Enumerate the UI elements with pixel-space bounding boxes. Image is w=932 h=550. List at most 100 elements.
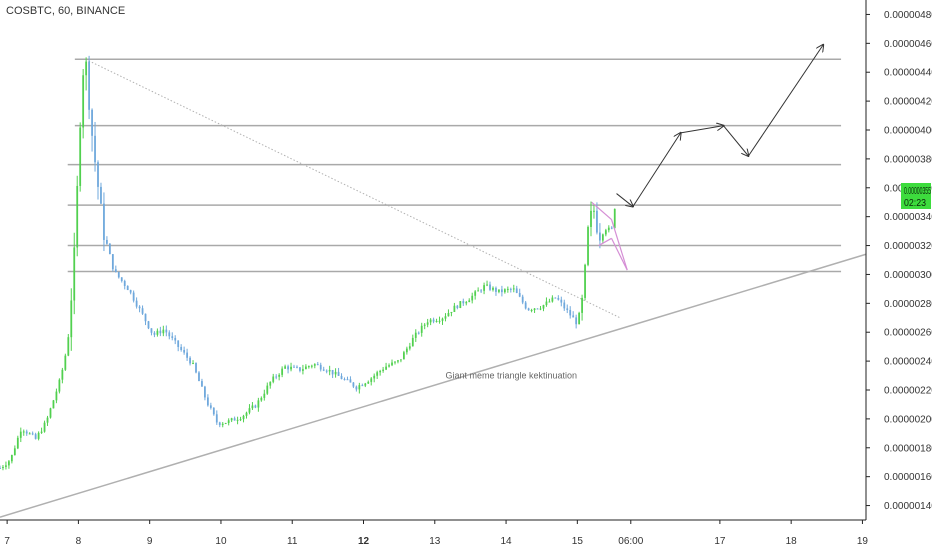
candle-up — [539, 308, 542, 310]
candle-up — [551, 297, 554, 302]
candle-down — [180, 346, 183, 350]
candle-up — [82, 75, 85, 128]
time-axis[interactable]: 7 8 9 10 11 12 13 14 15 06:00 17 18 19 — [0, 519, 868, 547]
candle-up — [251, 405, 254, 409]
candle-up — [224, 422, 227, 424]
ascending-trendline[interactable] — [0, 253, 867, 518]
projection-arrow[interactable] — [680, 126, 724, 134]
candle-up — [2, 466, 4, 469]
candle-down — [106, 239, 108, 244]
candle-down — [500, 289, 503, 293]
candle-up — [266, 385, 269, 394]
candle-down — [509, 288, 512, 290]
candle-down — [171, 336, 174, 338]
candle-up — [284, 366, 287, 369]
time-tick-label: 06:00 — [618, 536, 643, 547]
candle-down — [114, 269, 117, 273]
price-tick-label: 0.00000240 — [884, 357, 932, 368]
candle-down — [132, 292, 135, 301]
candle-up — [162, 329, 165, 334]
candle-up — [367, 381, 370, 384]
candle-up — [447, 313, 450, 317]
candle-up — [46, 417, 49, 423]
candle-up — [593, 210, 595, 212]
price-tick-label: 0.00000380 — [884, 154, 932, 165]
candle-up — [328, 369, 331, 372]
candle-up — [43, 422, 46, 432]
candle-down — [150, 328, 153, 333]
candle-up — [391, 362, 393, 366]
bar-countdown: 02:23 — [904, 198, 926, 209]
candle-down — [100, 186, 102, 204]
candle-up — [444, 316, 447, 319]
candle-up — [58, 379, 61, 392]
candle-up — [533, 308, 536, 310]
candle-up — [260, 397, 263, 401]
candle-up — [230, 418, 233, 421]
price-tick-label: 0.00000320 — [884, 241, 932, 252]
candle-up — [370, 378, 373, 382]
descending-trendline[interactable] — [85, 58, 621, 319]
candle-up — [22, 431, 25, 433]
candle-down — [610, 227, 613, 229]
flag-pattern-line[interactable] — [598, 237, 612, 247]
candle-up — [236, 419, 239, 421]
candle-up — [435, 320, 438, 322]
candle-down — [536, 308, 539, 310]
candle-up — [61, 369, 64, 380]
candle-up — [512, 288, 515, 290]
price-tick-label: 0.00000300 — [884, 270, 932, 281]
candle-down — [432, 319, 435, 322]
projection-arrow[interactable] — [723, 125, 748, 156]
candle-up — [79, 127, 82, 186]
time-tick-label: 11 — [287, 536, 298, 547]
candle-up — [581, 297, 583, 313]
candle-up — [548, 301, 551, 303]
projection-arrow[interactable] — [747, 45, 823, 157]
triangle-annotation: Giant meme triangle kektinuation — [445, 371, 577, 381]
candle-up — [28, 433, 31, 435]
plot-area — [0, 45, 867, 518]
ticker-label: COSBTC, 60, BINANCE — [4, 5, 128, 17]
candle-down — [343, 379, 346, 381]
candle-down — [186, 352, 188, 358]
candle-down — [480, 290, 483, 292]
candle-up — [37, 432, 40, 439]
projection-arrow[interactable] — [632, 133, 681, 207]
candle-up — [55, 391, 58, 401]
price-tick-label: 0.00000340 — [884, 212, 932, 223]
candle-up — [281, 368, 284, 375]
candle-up — [379, 370, 382, 373]
candle-up — [420, 325, 423, 333]
candle-up — [307, 366, 310, 368]
candle-up — [483, 285, 485, 291]
candle-up — [269, 381, 272, 386]
candle-down — [0, 468, 1, 469]
candle-up — [613, 208, 616, 228]
flag-pattern-line[interactable] — [591, 201, 612, 221]
candle-up — [263, 393, 266, 398]
candle-up — [64, 355, 67, 370]
candle-down — [201, 381, 203, 387]
candle-up — [227, 420, 230, 423]
candle-down — [165, 329, 168, 333]
candle-down — [299, 367, 301, 371]
flag-pattern-line[interactable] — [610, 219, 628, 271]
projection-arrow[interactable] — [616, 193, 633, 207]
candle-down — [456, 305, 459, 309]
price-tick-label: 0.00000200 — [884, 414, 932, 425]
price-axis[interactable]: 0.00000140 0.00000160 0.00000180 0.00000200… — [865, 0, 932, 520]
candle-down — [195, 363, 197, 373]
candle-down — [495, 287, 497, 292]
candle-down — [524, 302, 527, 309]
candle-up — [40, 431, 43, 433]
flag-pattern-line[interactable] — [611, 238, 628, 271]
candle-up — [397, 360, 399, 362]
candle-down — [31, 433, 34, 435]
candle-down — [135, 300, 138, 307]
candle-down — [596, 210, 598, 233]
candle-down — [518, 292, 521, 297]
candle-up — [310, 365, 313, 367]
price-label-background — [901, 183, 931, 209]
